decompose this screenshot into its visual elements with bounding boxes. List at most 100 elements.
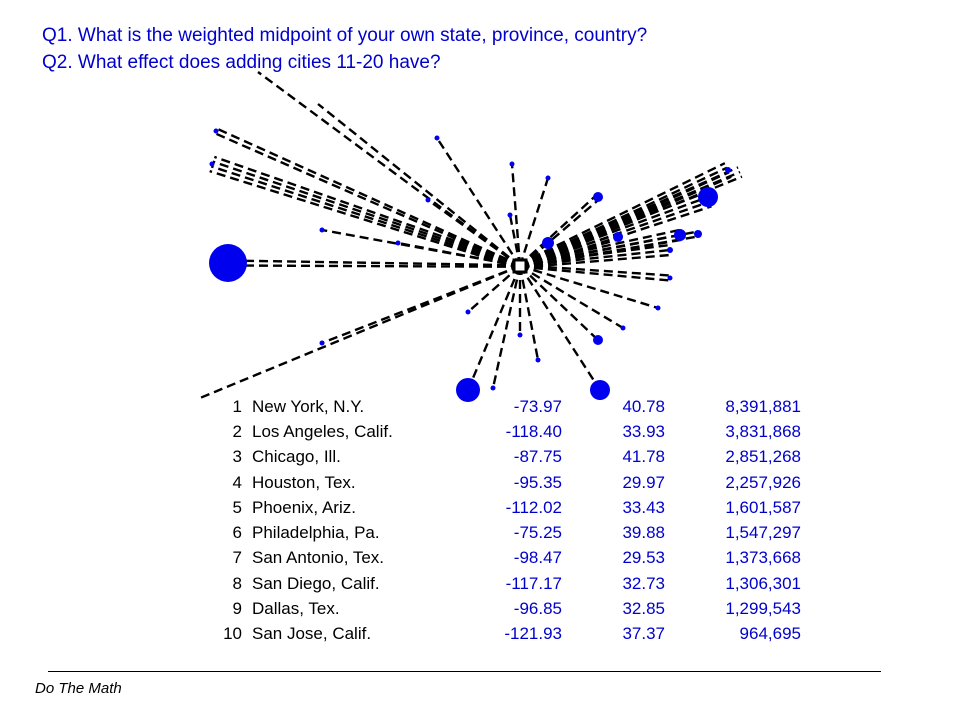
connector-line (519, 264, 671, 277)
city-point (209, 161, 215, 167)
connector-line (518, 166, 739, 266)
city-lat-cell: 32.73 (622, 573, 665, 593)
city-point (425, 197, 431, 203)
questions: Q1. What is the weighted midpoint of you… (42, 22, 647, 76)
footer-divider (48, 671, 881, 672)
city-pop-cell: 3,831,868 (725, 421, 801, 441)
city-point (456, 378, 480, 402)
city-pop-cell: 1,299,543 (725, 599, 801, 619)
connector-line (519, 265, 599, 341)
city-rank-cell: 8 (232, 573, 242, 593)
table-row: 5 Phoenix, Ariz. -112.02 33.43 1,601,587 (212, 495, 801, 520)
table-row: 6 Philadelphia, Pa. -75.25 39.88 1,547,297 (212, 520, 801, 545)
city-city-cell: San Antonio, Tex. (252, 548, 385, 568)
connector-line (467, 265, 521, 313)
city-city-cell: New York, N.Y. (252, 396, 365, 416)
city-point (590, 380, 610, 400)
connector-line (209, 169, 520, 270)
table-row: 10 San Jose, Calif. -121.93 37.37 964,695 (212, 622, 801, 647)
city-point (535, 357, 541, 363)
city-point (620, 325, 626, 331)
city-pop-cell: 1,306,301 (725, 573, 801, 593)
city-lat-cell: 40.78 (622, 396, 665, 416)
connector-line (508, 214, 522, 267)
connector-line (520, 253, 671, 269)
city-point (613, 232, 623, 242)
connector-line (212, 160, 521, 267)
city-point (319, 340, 325, 346)
city-lon-cell: -87.75 (513, 447, 562, 467)
city-rank-cell: 6 (232, 523, 242, 543)
connector-line (519, 265, 670, 282)
connector-line (510, 163, 522, 267)
city-lon-cell: -121.93 (504, 624, 562, 644)
city-lon-cell: -95.35 (513, 472, 562, 492)
city-rank-cell: 4 (232, 472, 242, 492)
city-lat-cell: 37.37 (622, 624, 665, 644)
city-point (725, 167, 731, 173)
connector-line (519, 264, 624, 330)
city-point (667, 275, 673, 281)
city-city-cell: Chicago, Ill. (252, 447, 341, 467)
city-rank-cell: 5 (232, 497, 242, 517)
city-pop-cell: 964,695 (739, 624, 801, 644)
midpoint-marker (512, 258, 528, 274)
question-1: Q1. What is the weighted midpoint of you… (42, 25, 648, 46)
table-row: 1 New York, N.Y. -73.97 40.78 8,391,881 (212, 394, 801, 419)
connector-line (199, 264, 521, 400)
city-rank-cell: 3 (232, 447, 242, 467)
table-row: 3 Chicago, Ill. -87.75 41.78 2,851,268 (212, 445, 801, 470)
table-row: 9 Dallas, Tex. -96.85 32.85 1,299,543 (212, 596, 801, 621)
city-point (698, 187, 718, 207)
city-pop-cell: 2,851,268 (725, 447, 801, 467)
city-point (517, 332, 523, 338)
connector-line (518, 177, 550, 267)
city-point (593, 192, 603, 202)
footer-label: Do The Math (35, 680, 122, 697)
city-lat-cell: 33.43 (622, 497, 665, 517)
city-lat-cell: 39.88 (622, 523, 665, 543)
city-point (213, 128, 219, 134)
connector-line (216, 127, 521, 267)
city-pop-cell: 2,257,926 (725, 472, 801, 492)
connector-line (519, 248, 671, 268)
connector-line (397, 241, 521, 268)
connector-line (518, 162, 726, 266)
city-city-cell: Phoenix, Ariz. (252, 497, 356, 517)
city-point (545, 175, 551, 181)
connector-line (518, 194, 598, 267)
city-lon-cell: -75.25 (513, 523, 562, 543)
city-city-cell: Los Angeles, Calif. (252, 421, 393, 441)
city-lat-cell: 29.97 (622, 472, 665, 492)
city-point (395, 240, 401, 246)
city-lon-cell: -118.40 (505, 421, 562, 441)
city-point (507, 212, 513, 218)
connector-line (491, 265, 522, 389)
connector-line (519, 235, 699, 268)
table-row: 2 Los Angeles, Calif. -118.40 33.93 3,831,86… (212, 419, 801, 444)
connector-line (257, 71, 521, 267)
city-lon-cell: -96.85 (513, 599, 562, 619)
city-rank-cell: 9 (232, 599, 242, 619)
city-rank-cell: 1 (232, 396, 242, 416)
connector-line (519, 166, 728, 267)
city-pop-cell: 1,547,297 (725, 523, 801, 543)
table-row: 4 Houston, Tex. -95.35 29.97 2,257,926 (212, 470, 801, 495)
connector-line (213, 155, 522, 265)
city-point (542, 237, 554, 249)
city-lon-cell: -112.02 (505, 497, 562, 517)
city-point (465, 309, 471, 315)
city-pop-cell: 1,601,587 (725, 497, 801, 517)
connector-line (227, 264, 520, 268)
city-lon-cell: -73.97 (513, 396, 562, 416)
question-2: Q2. What effect does adding cities 11-20… (42, 52, 441, 73)
city-lon-cell: -117.17 (505, 573, 562, 593)
connector-line (435, 137, 522, 267)
connector-line (519, 170, 741, 268)
city-point (434, 135, 440, 141)
city-pop-cell: 8,391,881 (725, 396, 801, 416)
city-city-cell: San Jose, Calif. (252, 624, 372, 644)
city-point (694, 230, 702, 238)
city-city-cell: Houston, Tex. (252, 472, 356, 492)
